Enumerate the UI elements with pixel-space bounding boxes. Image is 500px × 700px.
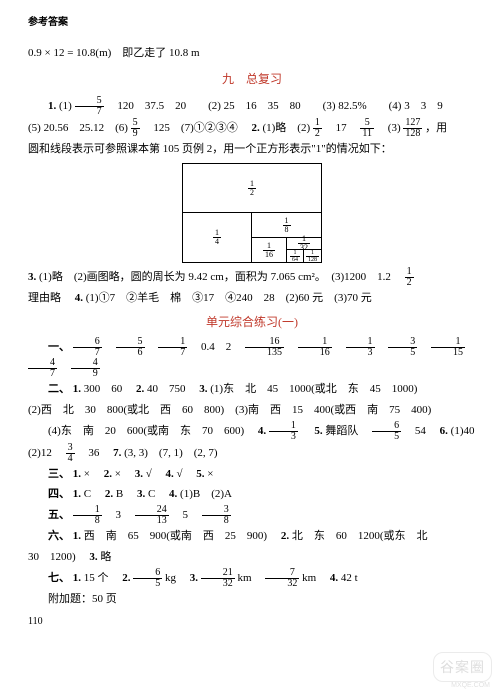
text: (1) <box>59 100 72 112</box>
text: 125 (7)①②③④ <box>142 122 248 134</box>
t: 5 <box>172 509 200 521</box>
l5: 五、 <box>48 509 70 521</box>
text: 0.4 2 <box>190 341 242 353</box>
frac-1-2: 12 <box>313 118 322 139</box>
l6: 六、 <box>48 530 70 542</box>
watermark-icon: 谷案圈 <box>433 652 492 683</box>
frac-21-32: 2132 <box>201 568 235 589</box>
text: (3) <box>377 122 401 134</box>
frac-5-9: 59 <box>131 118 140 139</box>
s9-line3: 圆和线段表示可参照课本第 105 页例 2，用一个正方形表示"1"的情况如下： <box>28 140 476 159</box>
frac-24-13: 2413 <box>135 505 169 526</box>
t: (2)12 <box>28 447 63 459</box>
u2-l4: (2)12 34 36 7. (3, 3) (7, 1) (2, 7) <box>28 443 476 464</box>
t: 舞蹈队 <box>325 425 369 437</box>
frac-1-2b: 12 <box>405 267 414 288</box>
frac-16-135: 16135 <box>245 337 284 358</box>
s9-line1: 1. (1) 57 120 37.5 20 (2) 25 16 35 80 (3… <box>28 96 476 117</box>
t: 36 <box>77 447 110 459</box>
text: (1)①7 ②羊毛 棉 ③17 ④240 28 (2)60 元 (3)70 元 <box>86 292 372 304</box>
n3: 3. <box>199 383 207 395</box>
u6-l2: 30 1200) 3. 略 <box>28 548 476 567</box>
box-1-4: 14 <box>182 212 252 263</box>
equation-line: 0.9 × 12 = 10.8(m) 即乙走了 10.8 m <box>28 44 476 63</box>
frac-4-7: 47 <box>28 358 57 379</box>
frac-1-3: 13 <box>346 337 375 358</box>
t: (1)40 <box>451 425 475 437</box>
frac-5-7: 57 <box>75 96 104 117</box>
square-diagram: 12 14 18 116 132 164 1128 <box>182 163 322 263</box>
s9-line4: 3. (1)略 (2)画图略，圆的周长为 9.42 cm，面积为 7.065 c… <box>28 267 476 288</box>
t: 54 <box>404 425 437 437</box>
l4: 四、 <box>48 488 70 500</box>
label-2: 二、 <box>48 383 70 395</box>
l7: 七、 <box>48 572 70 584</box>
t: 300 60 <box>81 383 133 395</box>
frac-7-32: 732 <box>265 568 299 589</box>
frac-1-3b: 13 <box>269 421 298 442</box>
text: 17 <box>325 122 358 134</box>
n1: 1. <box>73 383 81 395</box>
t <box>301 425 312 437</box>
t: 40 750 <box>144 383 196 395</box>
frac-1-16b: 116 <box>298 337 332 358</box>
u2-l1: 二、 1. 300 60 2. 40 750 3. (1)东 北 45 1000… <box>28 380 476 399</box>
n4: 4. <box>258 425 266 437</box>
page-number: 110 <box>28 613 476 631</box>
n7: 7. <box>113 447 121 459</box>
frac-6-5: 65 <box>372 421 401 442</box>
extra: 附加题：50 页 <box>28 590 476 609</box>
t: 3 <box>105 509 133 521</box>
text: (1)略 (2)画图略，圆的周长为 9.42 cm，面积为 7.065 cm²。… <box>39 271 402 283</box>
text: ，用 <box>425 122 447 134</box>
text: (1)略 (2) <box>262 122 310 134</box>
frac-1-7: 17 <box>158 337 187 358</box>
num-3: 3. <box>28 271 36 283</box>
section-9-title: 九 总复习 <box>28 69 476 90</box>
frac-1-15: 115 <box>431 337 465 358</box>
watermark-sub: MXQE.COM <box>451 680 490 692</box>
u2-l3: (4)东 南 20 600(或南 东 70 600) 4. 13 5. 舞蹈队 … <box>28 421 476 442</box>
n6: 6. <box>440 425 448 437</box>
frac-3-4: 34 <box>66 443 75 464</box>
u3: 三、 1. × 2. × 3. √ 4. √ 5. × <box>28 465 476 484</box>
text: 理由略 <box>28 292 72 304</box>
u4: 四、 1. C 2. B 3. C 4. (1)B (2)A <box>28 485 476 504</box>
frac-5-11: 511 <box>360 118 374 139</box>
u6-l1: 六、 1. 西 南 65 900(或南 西 25 900) 2. 北 东 60 … <box>28 527 476 546</box>
n2: 2. <box>136 383 144 395</box>
t: (4)东 南 20 600(或南 东 70 600) <box>48 425 255 437</box>
frac-6-5b: 65 <box>133 568 162 589</box>
frac-3-8: 38 <box>202 505 231 526</box>
label-1: 一、 <box>48 341 70 353</box>
unit-title: 单元综合练习(一) <box>28 312 476 333</box>
box-1-2: 12 <box>182 163 322 213</box>
l3: 三、 <box>48 468 70 480</box>
box-1-16: 116 <box>251 237 287 263</box>
s9-line5: 理由略 4. (1)①7 ②羊毛 棉 ③17 ④240 28 (2)60 元 (… <box>28 289 476 308</box>
frac-127-128: 127128 <box>403 118 422 139</box>
frac-6-7: 67 <box>73 337 102 358</box>
text: 120 37.5 20 (2) 25 16 35 80 (3) 82.5% (4… <box>106 100 442 112</box>
page-header: 参考答案 <box>28 14 476 32</box>
box-1-64: 164 <box>286 249 304 263</box>
frac-1-8b: 18 <box>73 505 102 526</box>
u2-l2: (2)西 北 30 800(或北 西 60 800) (3)南 西 15 400… <box>28 401 476 420</box>
s9-line2: (5) 20.56 25.12 (6) 59 125 (7)①②③④ 2. (1… <box>28 118 476 139</box>
u5: 五、 18 3 2413 5 38 <box>28 505 476 526</box>
t: (3, 3) (7, 1) (2, 7) <box>124 447 217 459</box>
num-1: 1. <box>48 100 56 112</box>
frac-3-5: 35 <box>388 337 417 358</box>
box-1-128: 1128 <box>303 249 322 263</box>
num-4: 4. <box>75 292 83 304</box>
frac-4-9: 49 <box>71 358 100 379</box>
box-1-8: 18 <box>251 212 322 238</box>
num-2: 2. <box>251 122 259 134</box>
n5: 5. <box>314 425 322 437</box>
t: (1)东 北 45 1000(或北 东 45 1000) <box>208 383 418 395</box>
u7: 七、 1. 15 个 2. 65 kg 3. 2132 km 732 km 4.… <box>28 568 476 589</box>
u1: 一、 67 56 17 0.4 2 16135 116 13 35 115 47… <box>28 337 476 379</box>
frac-5-6: 56 <box>116 337 145 358</box>
text: (5) 20.56 25.12 (6) <box>28 122 128 134</box>
